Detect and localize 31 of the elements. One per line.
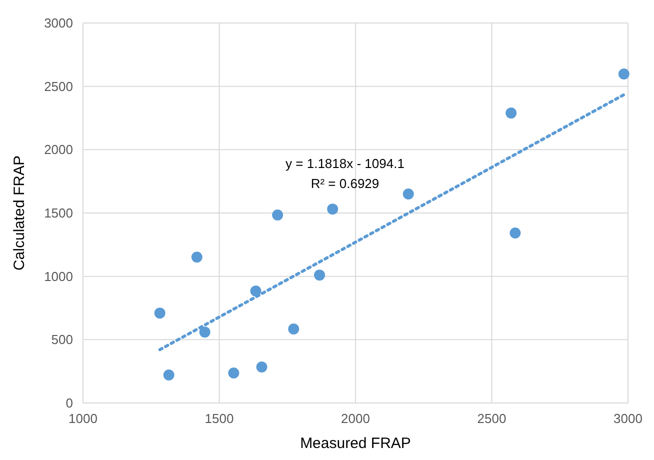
point [314,270,326,281]
y-tick-label: 0 [66,396,73,410]
x-tick-label: 2000 [341,411,370,426]
point [250,286,262,297]
point [191,252,202,263]
x-tick-label: 2500 [477,411,506,426]
x-tick-label: 1500 [204,411,234,426]
x-axis-title: Measured FRAP [300,435,411,452]
y-tick-label: 1000 [44,268,73,284]
point [288,324,300,335]
point [506,108,517,119]
point [154,308,166,319]
point [256,362,268,373]
y-tick-label: 2500 [44,78,73,94]
y-axis-title: Calculated FRAP [11,155,28,271]
point [163,370,174,381]
y-tick-label: 3000 [44,16,73,30]
y-tick-label: 1500 [44,206,73,220]
point [402,188,414,200]
point [272,210,284,221]
annotation: R² = 0.6929 [310,176,380,191]
point [228,367,240,378]
point [618,68,630,80]
annotation: y = 1.1818x - 1094.1 [286,156,404,171]
point [510,228,521,239]
point [199,326,210,338]
x-tick-label: 3000 [614,411,642,426]
y-tick-label: 500 [51,332,73,348]
y-tick-label: 2000 [44,142,73,158]
point [327,204,338,215]
x-tick-label: 1000 [68,411,98,426]
